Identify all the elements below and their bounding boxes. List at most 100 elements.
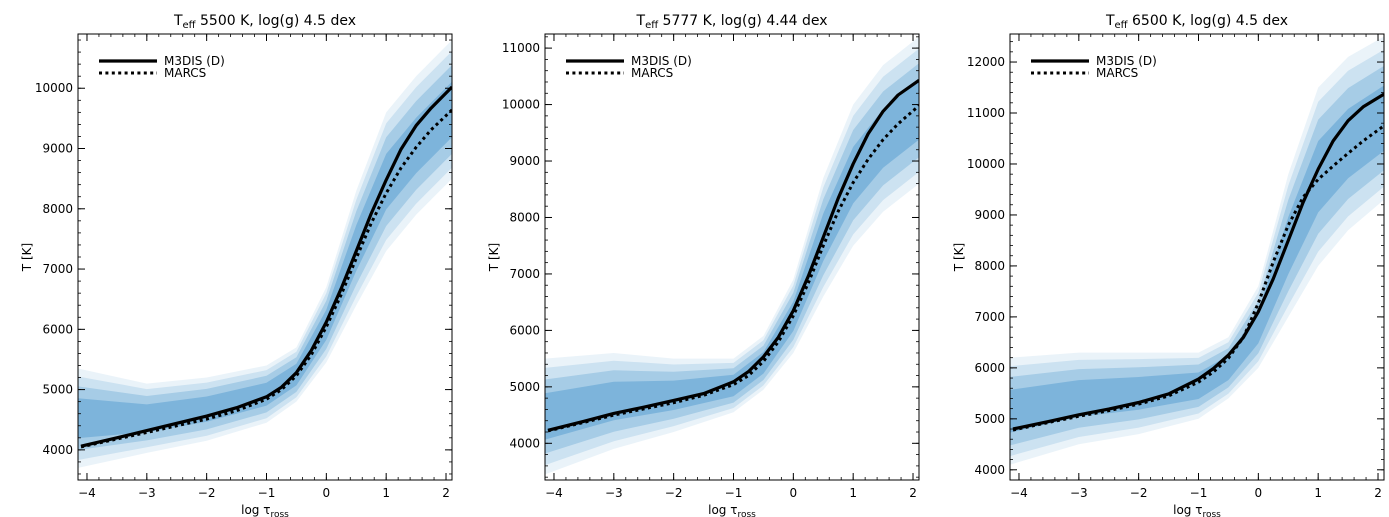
y-tick-label: 5000 (42, 383, 73, 397)
plot-frame (544, 33, 920, 481)
cloud-band (1010, 49, 1384, 457)
title-main: T (173, 13, 183, 29)
x-tick-label: −2 (198, 486, 216, 500)
y-tick-label: 10000 (35, 81, 73, 95)
marcs-line (80, 108, 452, 449)
y-tick-label: 6000 (974, 361, 1005, 375)
x-tick-label: 2 (442, 486, 450, 500)
y-tick-label: 10000 (967, 157, 1005, 171)
title-rest: 5777 K, log(g) 4.44 dex (658, 13, 827, 29)
x-tick-label: −3 (605, 486, 623, 500)
y-tick-label: 7000 (509, 267, 540, 281)
cloud-band (545, 63, 919, 454)
cloud-band (1010, 65, 1384, 446)
y-tick-label: 4000 (509, 436, 540, 450)
x-tick-label: −1 (1190, 486, 1208, 500)
y-tick-label: 4000 (42, 443, 73, 457)
x-tick-label: −4 (545, 486, 563, 500)
y-tick-label: 5000 (509, 380, 540, 394)
series-lines (547, 78, 919, 433)
y-axis-label: T [K] (487, 243, 501, 272)
legend-label: M3DIS (D) (1096, 54, 1157, 68)
legend-label: MARCS (1096, 66, 1138, 80)
x-tick-label: 1 (849, 486, 857, 500)
x-tick-label: −4 (1010, 486, 1028, 500)
x-tick-label: 1 (382, 486, 390, 500)
xlabel-sub: ross (1202, 510, 1221, 517)
legend: M3DIS (D)MARCS (566, 54, 692, 80)
legend-label: MARCS (164, 66, 206, 80)
x-axis-label: log τross (241, 503, 289, 517)
legend-label: M3DIS (D) (164, 54, 225, 68)
y-tick-label: 10000 (502, 98, 540, 112)
title-main: T (1105, 13, 1115, 29)
x-tick-label: −2 (665, 486, 683, 500)
title-main: T (636, 13, 646, 29)
series-lines (1012, 92, 1384, 432)
title-sub: eff (183, 20, 197, 31)
x-tick-label: −3 (138, 486, 156, 500)
y-tick-label: 7000 (42, 262, 73, 276)
scatter-cloud (78, 40, 452, 468)
y-tick-label: 6000 (509, 323, 540, 337)
title-sub: eff (645, 20, 659, 31)
y-tick-label: 11000 (967, 106, 1005, 120)
cloud-band (1010, 36, 1384, 465)
cloud-band (545, 36, 919, 475)
marcs-line (547, 104, 919, 433)
cloud-band (545, 80, 919, 440)
y-tick-label: 8000 (42, 202, 73, 216)
x-tick-label: 1 (1314, 486, 1322, 500)
title-rest: 5500 K, log(g) 4.5 dex (196, 13, 356, 29)
chart-panel-3: −4 −3 −2 −1 0 1 2 4000 5000 6000 7000 8000 9000 10000… (952, 13, 1385, 517)
legend: M3DIS (D)MARCS (1031, 54, 1157, 80)
m3dis-line (547, 78, 919, 432)
x-tick-label: 2 (909, 486, 917, 500)
y-tick-label: 8000 (974, 259, 1005, 273)
x-tick-label: 0 (790, 486, 798, 500)
xlabel-main: log τ (708, 503, 737, 517)
y-tick-label: 9000 (974, 208, 1005, 222)
m3dis-line (80, 85, 452, 448)
y-tick-label: 5000 (974, 412, 1005, 426)
cloud-band (78, 65, 452, 450)
chart-title: Teff 5500 K, log(g) 4.5 dex (173, 13, 356, 31)
legend-label: MARCS (631, 66, 673, 80)
x-tick-label: −2 (1130, 486, 1148, 500)
marcs-line (1012, 124, 1384, 432)
chart-panel-1: −4 −3 −2 −1 0 1 2 4000 5000 6000 7000 8000 9000 10000… (20, 13, 453, 517)
y-tick-label: 9000 (509, 154, 540, 168)
x-tick-label: −1 (725, 486, 743, 500)
cloud-band (78, 81, 452, 439)
x-tick-label: −1 (258, 486, 276, 500)
y-tick-label: 8000 (509, 210, 540, 224)
y-axis-label: T [K] (20, 243, 34, 272)
title-sub: eff (1115, 20, 1129, 31)
plot-frame (1009, 33, 1385, 481)
title-rest: 6500 K, log(g) 4.5 dex (1128, 13, 1288, 29)
xlabel-main: log τ (241, 503, 270, 517)
series-lines (80, 85, 452, 449)
y-tick-label: 9000 (42, 142, 73, 156)
x-axis-label: log τross (708, 503, 756, 517)
xlabel-main: log τ (1173, 503, 1202, 517)
x-tick-label: 0 (323, 486, 331, 500)
y-tick-label: 7000 (974, 310, 1005, 324)
xlabel-sub: ross (270, 510, 289, 517)
y-tick-label: 12000 (967, 55, 1005, 69)
cloud-band (78, 51, 452, 460)
xlabel-sub: ross (737, 510, 756, 517)
chart-title: Teff 6500 K, log(g) 4.5 dex (1105, 13, 1288, 31)
x-tick-label: 0 (1255, 486, 1263, 500)
y-axis-label: T [K] (952, 243, 966, 272)
y-tick-label: 11000 (502, 41, 540, 55)
x-tick-label: 2 (1374, 486, 1382, 500)
x-axis-label: log τross (1173, 503, 1221, 517)
scatter-cloud (545, 36, 919, 475)
scatter-cloud (1010, 36, 1384, 465)
legend-label: M3DIS (D) (631, 54, 692, 68)
legend: M3DIS (D)MARCS (99, 54, 225, 80)
x-tick-label: −3 (1070, 486, 1088, 500)
x-tick-label: −4 (78, 486, 96, 500)
